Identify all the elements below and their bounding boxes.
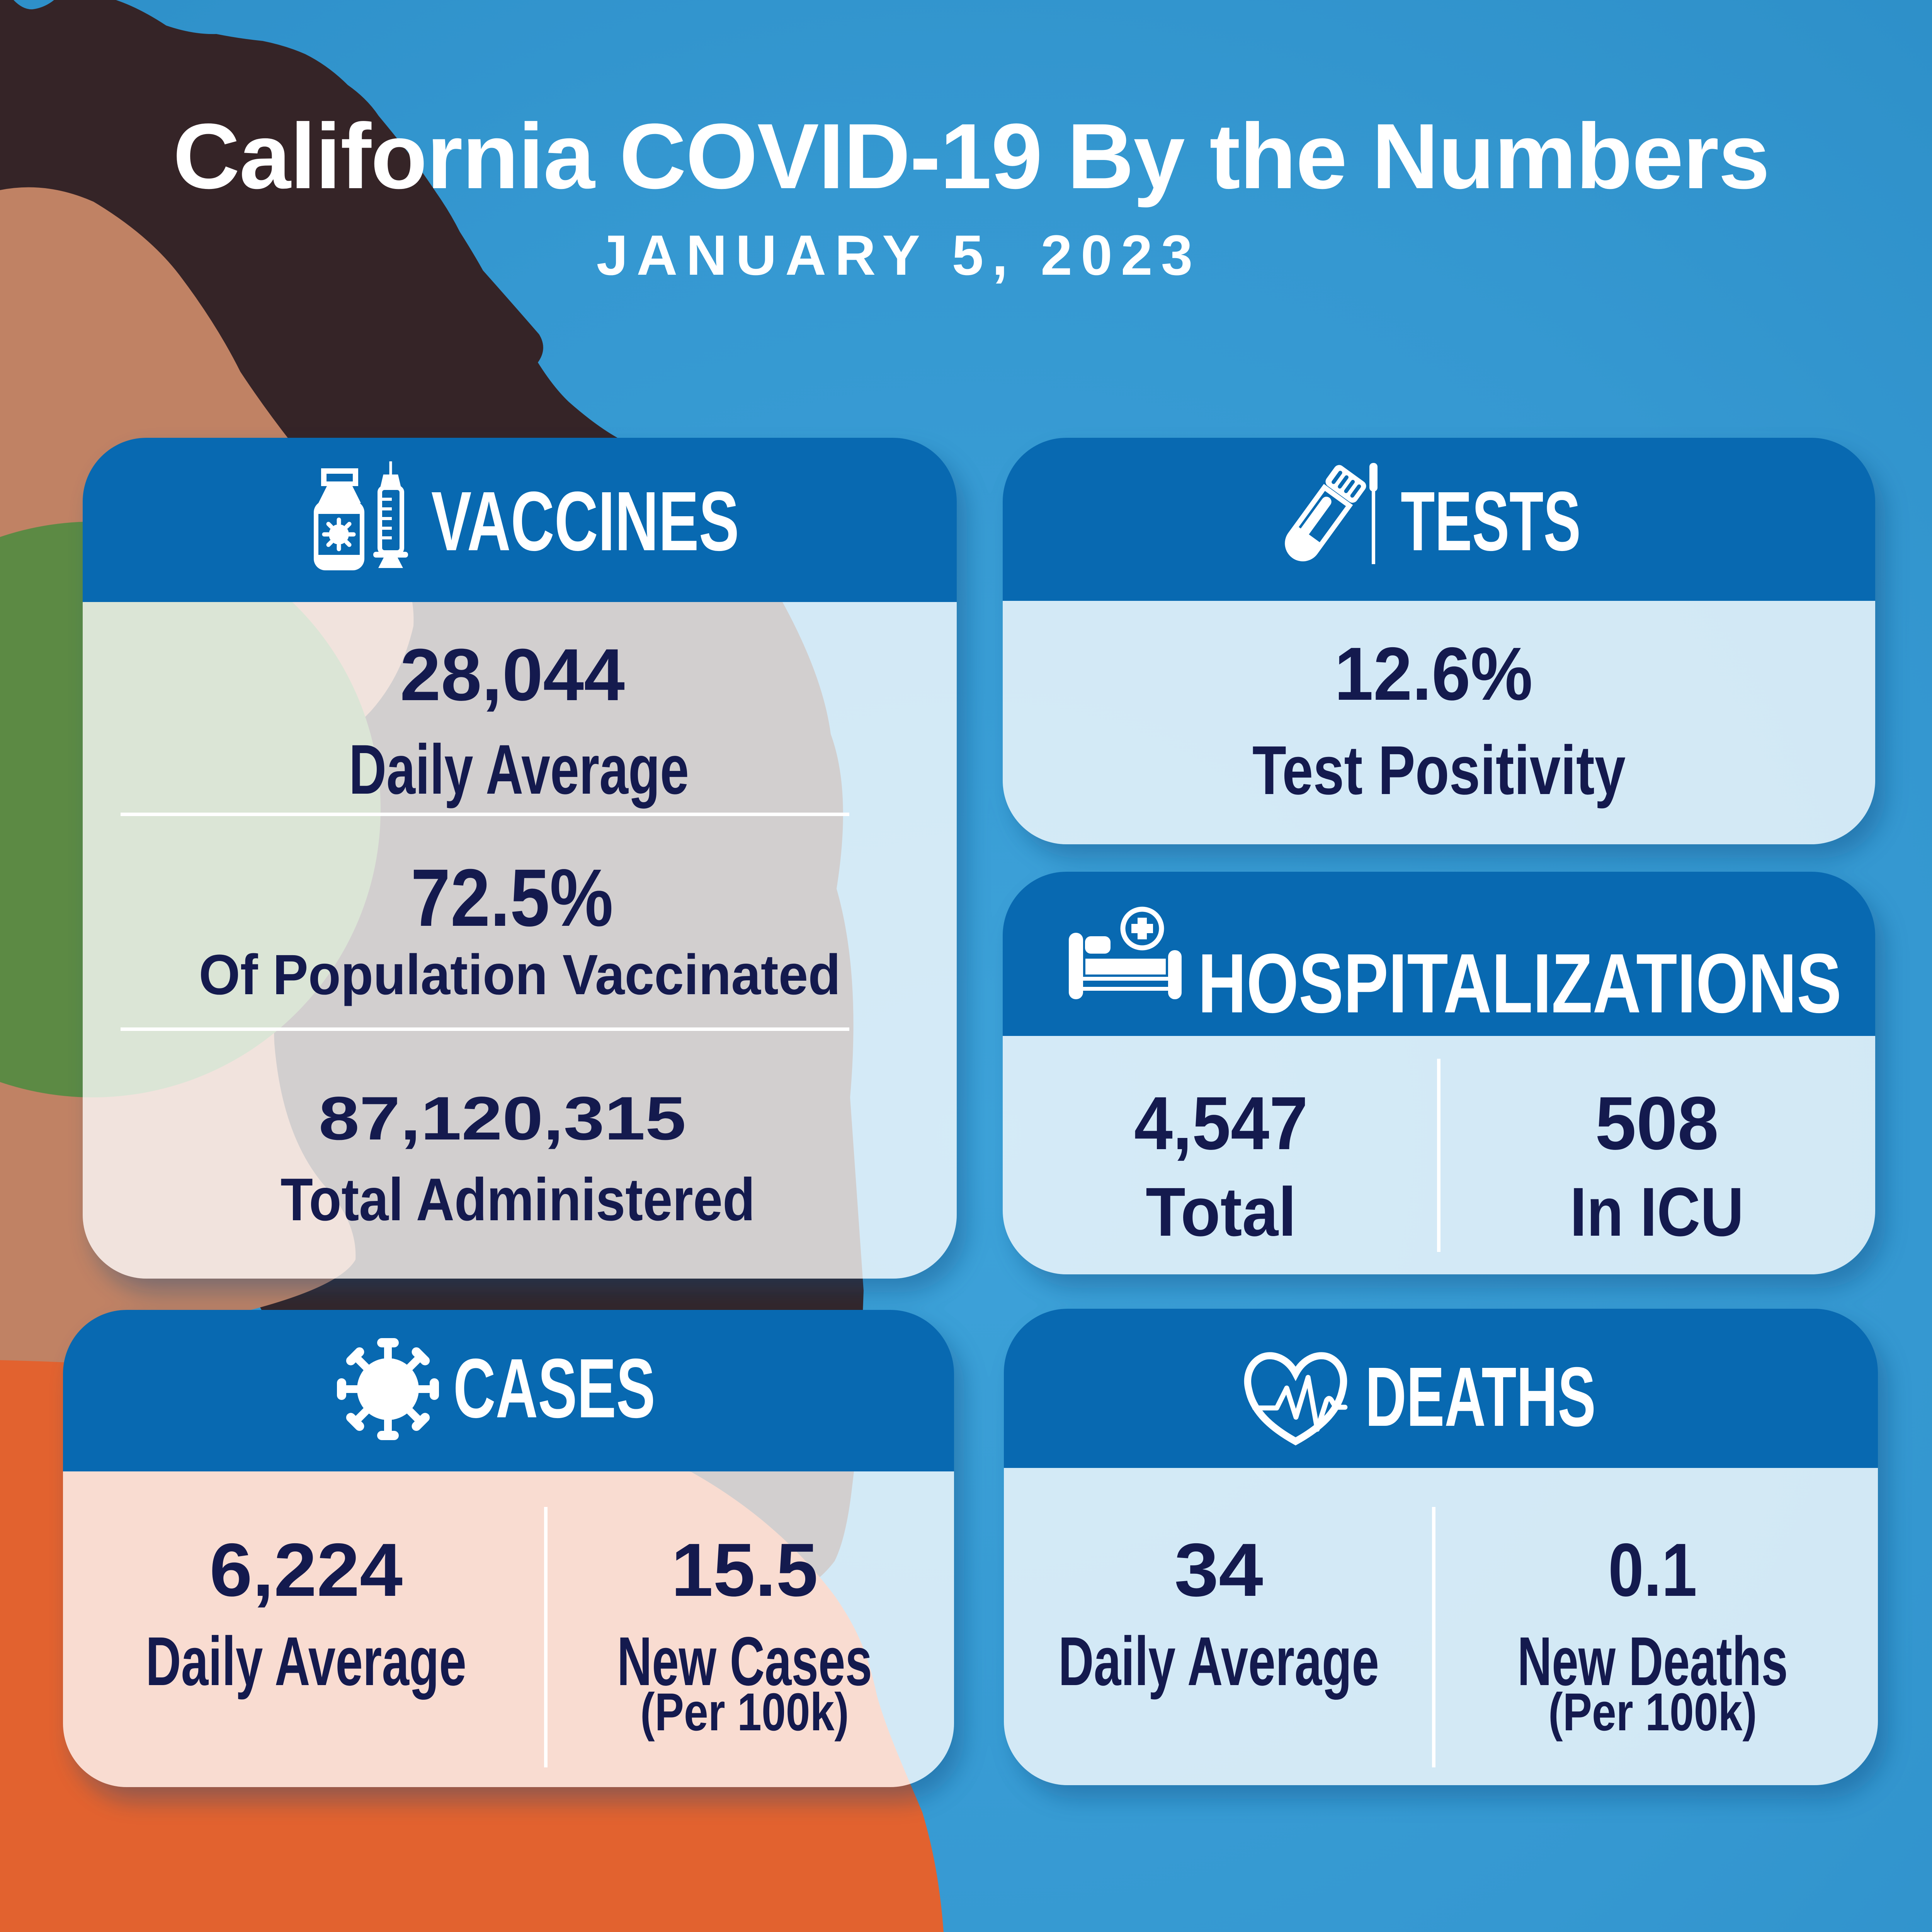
svg-text:DEATHS: DEATHS [1365,1350,1596,1444]
svg-text:87,120,315: 87,120,315 [319,1084,686,1153]
svg-text:(Per 100k): (Per 100k) [1548,1682,1757,1742]
svg-text:12.6%: 12.6% [1335,632,1533,716]
svg-text:Total Administered: Total Administered [281,1166,755,1233]
svg-text:New Deaths: New Deaths [1517,1622,1788,1700]
svg-text:JANUARY 5, 2023: JANUARY 5, 2023 [597,224,1193,287]
svg-text:HOSPITALIZATIONS: HOSPITALIZATIONS [1198,937,1842,1031]
svg-text:Total: Total [1146,1173,1296,1250]
svg-text:0.1: 0.1 [1608,1528,1697,1612]
svg-text:California COVID-19 By the Num: California COVID-19 By the Numbers [173,104,1770,208]
svg-text:34: 34 [1174,1528,1263,1612]
svg-text:Test Positivity: Test Positivity [1252,731,1626,809]
svg-text:VACCINES: VACCINES [431,474,739,568]
svg-text:Daily Average: Daily Average [1058,1622,1379,1700]
svg-text:28,044: 28,044 [400,634,625,716]
svg-text:508: 508 [1595,1081,1719,1165]
svg-text:Of Population Vaccinated: Of Population Vaccinated [199,943,841,1007]
svg-text:72.5%: 72.5% [411,852,613,943]
svg-text:15.5: 15.5 [671,1528,818,1612]
svg-text:6,224: 6,224 [209,1528,403,1612]
svg-text:(Per 100k): (Per 100k) [640,1682,849,1742]
svg-text:Daily Average: Daily Average [146,1622,466,1700]
svg-text:4,547: 4,547 [1134,1081,1308,1165]
svg-text:CASES: CASES [453,1342,655,1435]
svg-text:In ICU: In ICU [1570,1173,1744,1250]
svg-text:Daily Average: Daily Average [349,730,689,809]
svg-text:TESTS: TESTS [1401,474,1581,568]
svg-text:New Cases: New Cases [617,1622,872,1700]
